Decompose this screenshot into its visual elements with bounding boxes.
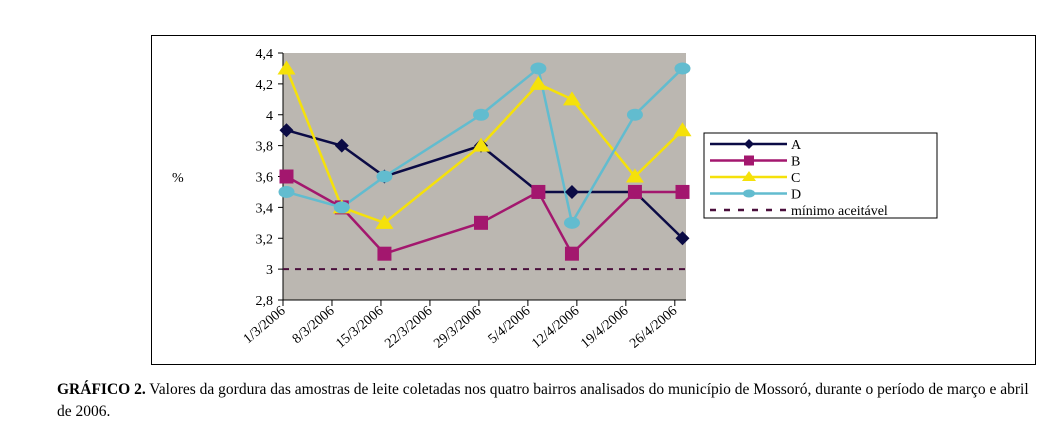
data-point-D <box>626 108 643 121</box>
caption-text: Valores da gordura das amostras de leite… <box>57 381 1029 420</box>
legend-marker-A <box>744 139 754 149</box>
legend-label-minimo: mínimo aceitável <box>791 204 888 219</box>
legend-label-B: B <box>791 155 800 170</box>
data-point-B <box>279 169 294 184</box>
data-point-B <box>474 215 489 230</box>
data-point-C <box>277 60 296 75</box>
legend-marker-C <box>742 171 756 181</box>
data-point-C <box>375 214 394 229</box>
data-point-D <box>473 108 490 121</box>
data-point-D <box>563 216 580 229</box>
data-point-D <box>530 62 547 75</box>
data-point-B <box>675 184 690 199</box>
y-tick-label: 3,4 <box>256 201 274 216</box>
data-point-D <box>278 185 295 198</box>
data-point-B <box>564 246 579 261</box>
y-tick-label: 4 <box>266 109 273 124</box>
data-point-C <box>529 75 548 90</box>
y-tick-label: 4,4 <box>256 47 274 62</box>
data-point-A <box>564 184 579 199</box>
legend-box <box>703 132 938 219</box>
y-tick-label: 3 <box>266 263 273 278</box>
data-point-A <box>334 138 349 153</box>
y-tick-label: 2,8 <box>256 294 274 309</box>
series-line-A <box>286 128 684 240</box>
data-point-B <box>627 184 642 199</box>
caption-label: GRÁFICO 2. <box>57 381 146 398</box>
data-point-C <box>562 91 581 106</box>
legend-label-D: D <box>791 188 801 203</box>
data-point-D <box>674 62 691 75</box>
series-line-B <box>285 175 683 256</box>
plot-area <box>283 53 686 300</box>
y-tick-label: 3,8 <box>256 140 274 155</box>
data-point-B <box>377 246 392 261</box>
data-point-C <box>625 168 644 183</box>
y-tick-label: 4,2 <box>256 78 274 93</box>
data-point-A <box>279 123 294 138</box>
data-point-C <box>673 122 692 137</box>
legend-label-A: A <box>791 138 802 153</box>
legend-label-C: C <box>791 171 800 186</box>
chart-frame <box>151 35 1036 365</box>
y-axis-label: % <box>172 171 184 186</box>
y-tick-label: 3,6 <box>256 171 274 186</box>
data-point-B <box>531 184 546 199</box>
data-point-D <box>333 201 350 214</box>
legend-marker-D <box>743 189 755 198</box>
y-tick-label: 3,2 <box>256 232 274 247</box>
data-point-C <box>472 137 491 152</box>
legend-marker-B <box>744 155 754 166</box>
series-line-D <box>286 66 684 227</box>
data-point-A <box>675 231 690 246</box>
figure-caption: GRÁFICO 2. Valores da gordura das amostr… <box>57 379 1047 423</box>
data-point-D <box>376 170 393 183</box>
